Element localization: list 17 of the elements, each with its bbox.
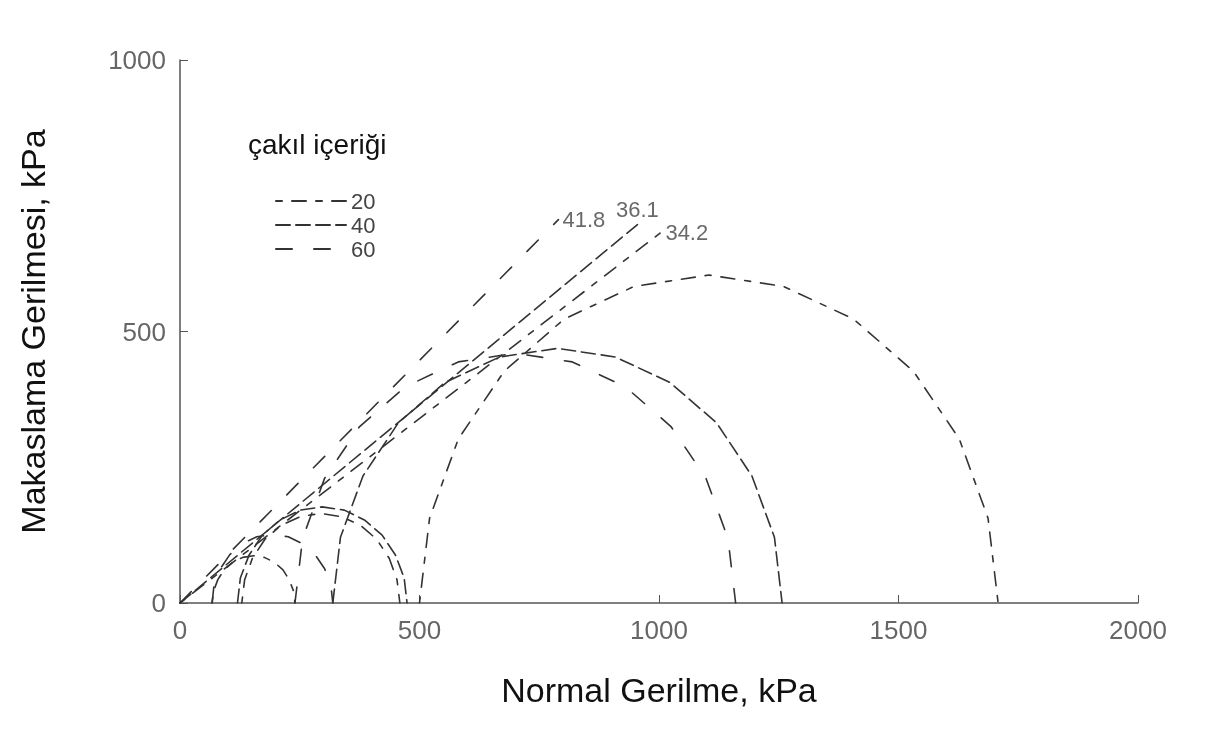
annotation: 36.1 [616, 197, 659, 223]
x-axis-title: Normal Gerilme, kPa [501, 671, 817, 709]
x-tick-label: 1000 [630, 615, 688, 645]
y-tick-label: 1000 [108, 45, 166, 75]
x-tick-label: 500 [397, 615, 442, 645]
y-axis-title: Makaslama Gerilmesi, kPa [14, 129, 52, 534]
x-tick-label: 2000 [1109, 615, 1167, 645]
y-tick-label: 500 [122, 316, 166, 347]
legend-label: 40 [351, 212, 376, 238]
legend-label: 20 [351, 188, 376, 214]
annotation: 41.8 [562, 207, 606, 233]
x-tick-label: 1500 [869, 615, 928, 645]
y-tick-label: 0 [151, 588, 166, 618]
legend-label: 60 [351, 236, 376, 262]
legend-title: çakıl içeriği [248, 128, 387, 160]
annotation: 34.2 [665, 219, 709, 245]
x-tick-label: 0 [172, 615, 188, 645]
